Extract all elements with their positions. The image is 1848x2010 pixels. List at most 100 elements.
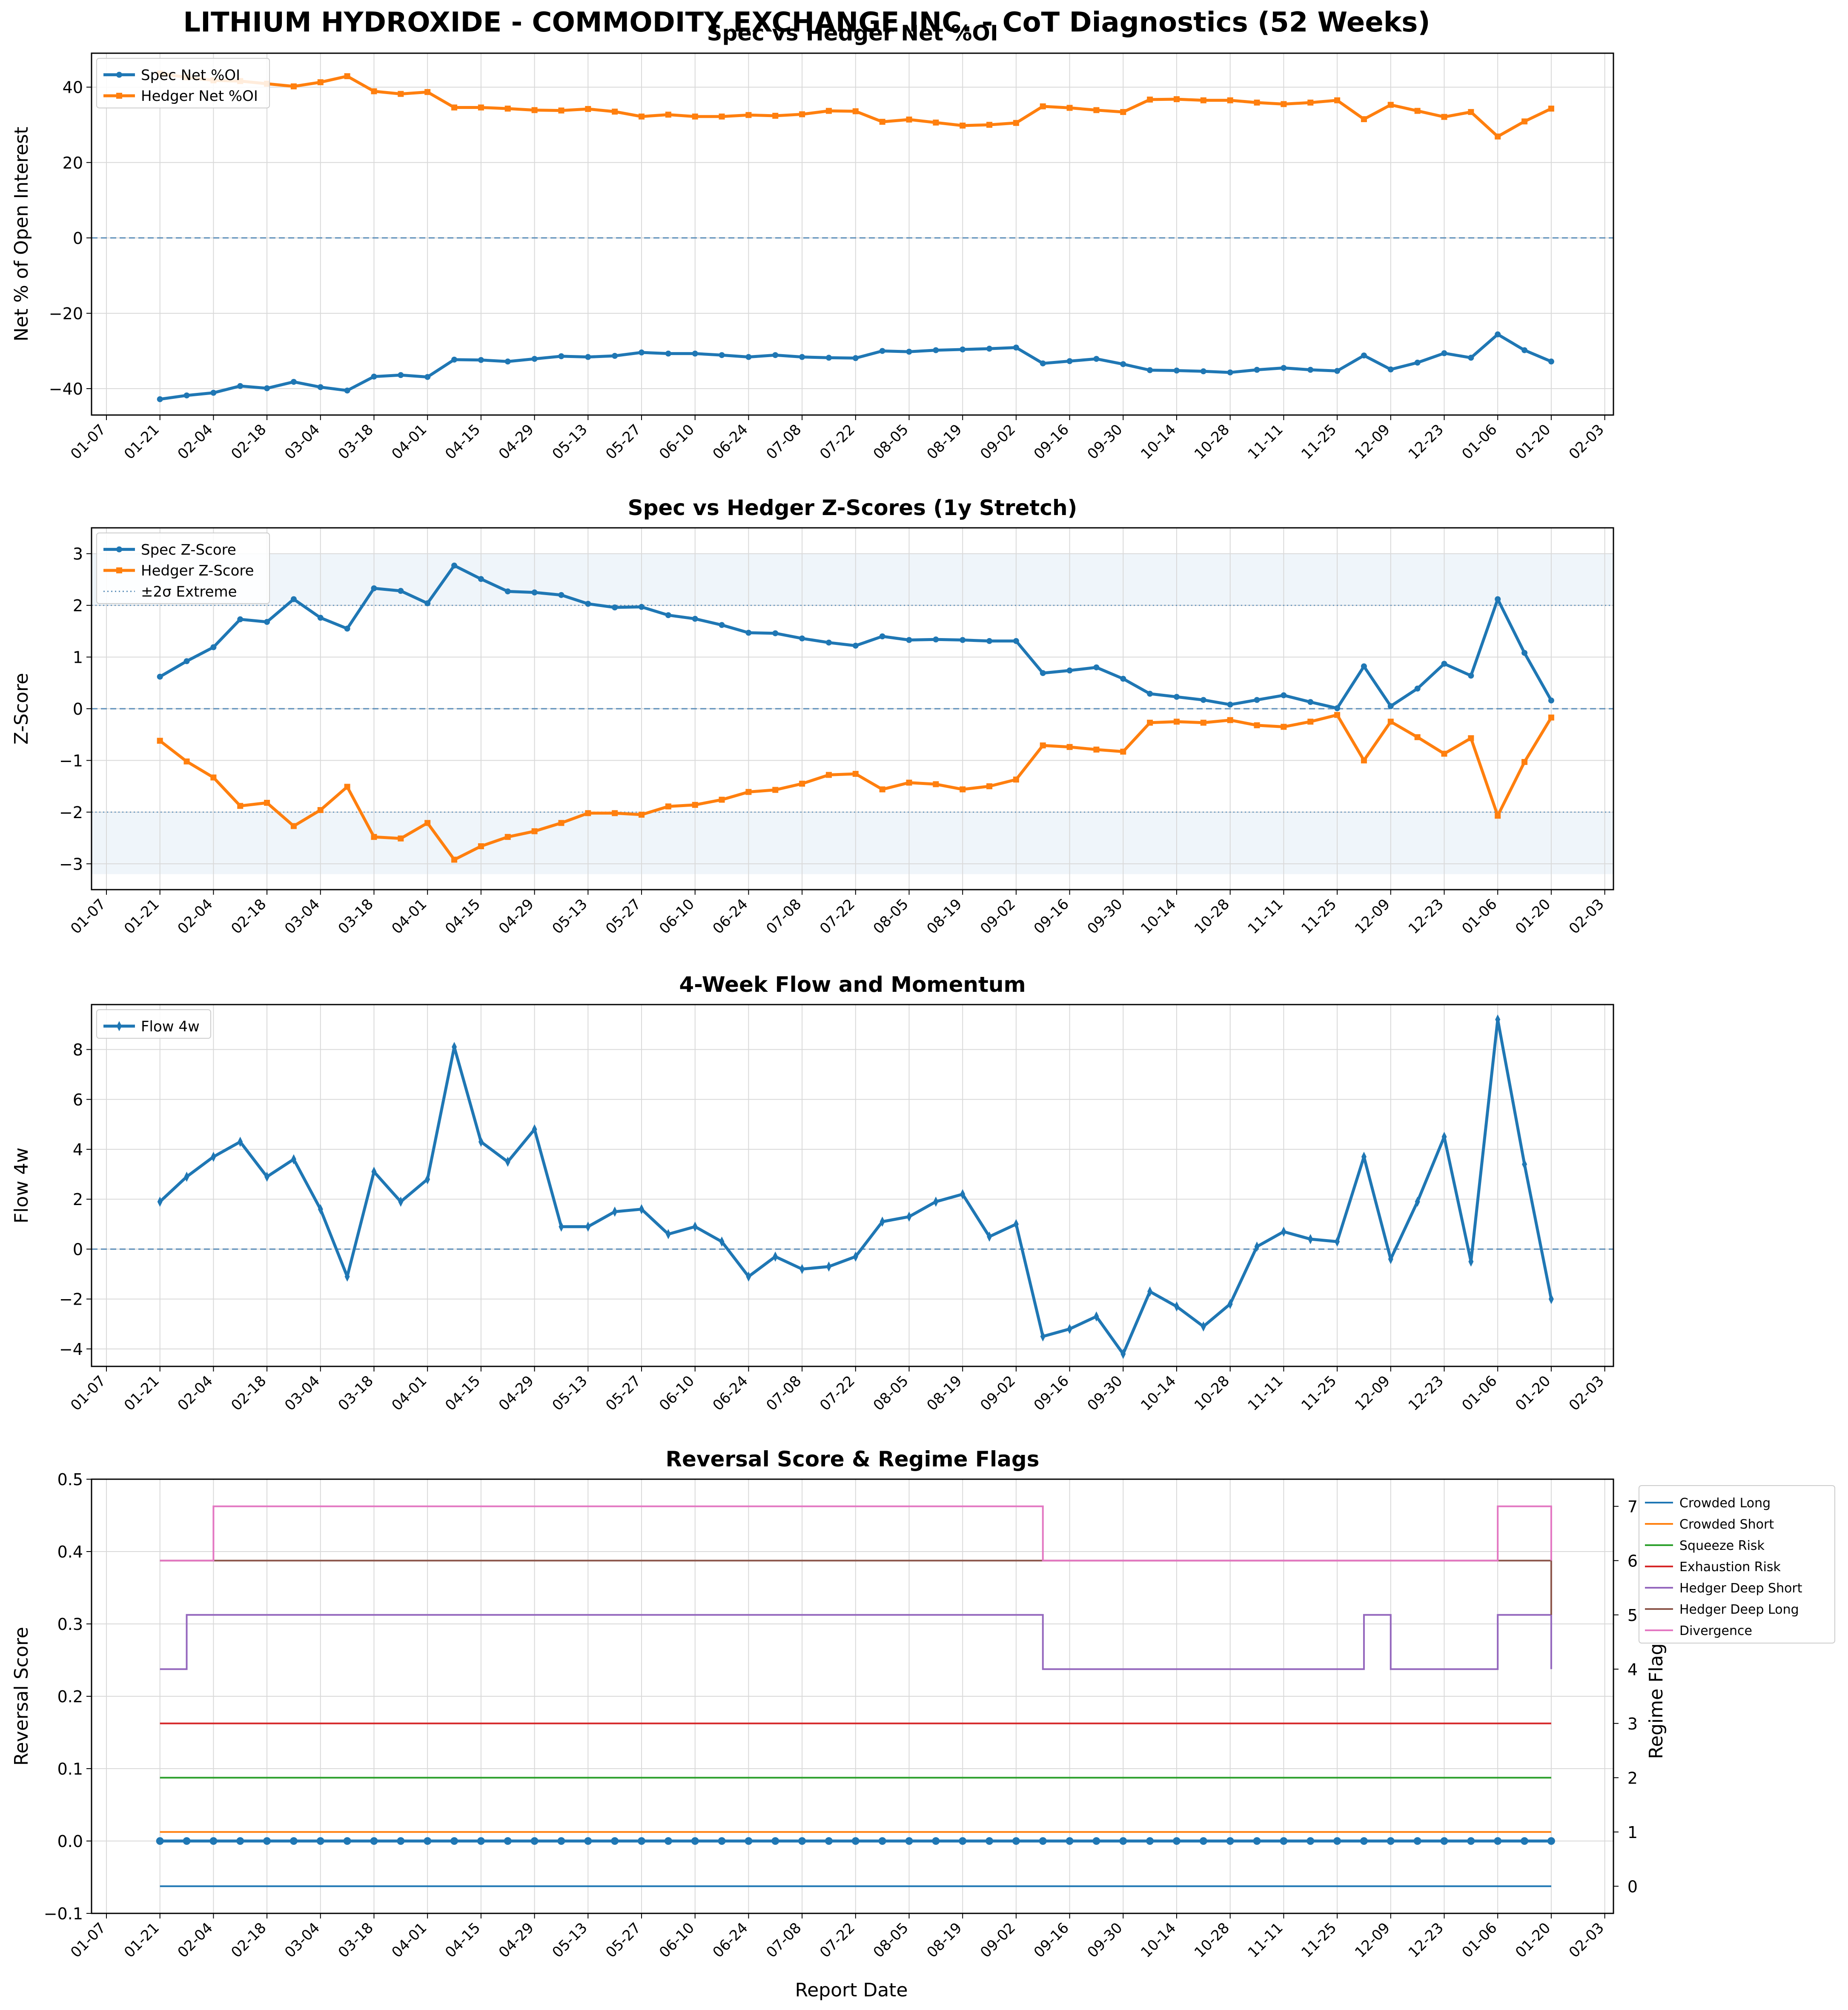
data-point — [1227, 1299, 1233, 1309]
y-tick-label: −40 — [49, 380, 83, 398]
data-point — [825, 355, 832, 361]
data-point — [424, 1837, 432, 1845]
data-point — [960, 123, 966, 129]
data-point — [211, 1151, 216, 1162]
data-point — [1387, 366, 1394, 372]
legend-label: Hedger Deep Short — [1679, 1581, 1802, 1596]
y-tick-label: 0.0 — [57, 1832, 83, 1851]
data-point — [1093, 664, 1100, 670]
data-point — [1307, 719, 1314, 725]
data-point — [183, 1837, 191, 1845]
data-point — [1227, 369, 1233, 375]
data-point — [585, 106, 591, 112]
data-point — [117, 1021, 122, 1031]
y-tick-label: 0.1 — [57, 1760, 83, 1778]
data-point — [317, 615, 324, 621]
data-point — [397, 1837, 405, 1845]
data-point — [1254, 697, 1260, 703]
data-point — [719, 1236, 725, 1247]
y-tick-label: −2 — [59, 803, 83, 822]
data-point — [852, 642, 859, 649]
legend-label: Hedger Deep Long — [1679, 1602, 1799, 1617]
legend-label: Hedger Net %OI — [141, 88, 258, 105]
data-point — [1548, 697, 1554, 704]
data-point — [1013, 776, 1019, 783]
legend-label: Divergence — [1679, 1623, 1752, 1638]
data-point — [237, 803, 244, 809]
data-point — [665, 803, 671, 810]
data-point — [933, 119, 939, 126]
data-point — [290, 596, 297, 602]
data-point — [1094, 1311, 1099, 1322]
data-point — [960, 1189, 966, 1200]
y-axis-label: Flow 4w — [11, 1148, 32, 1223]
plot-frame — [91, 52, 1614, 416]
y-tick-label: 0.2 — [57, 1687, 83, 1706]
data-point — [291, 1154, 296, 1165]
data-point — [1468, 673, 1474, 679]
data-point — [1067, 1324, 1072, 1334]
data-point — [1093, 107, 1100, 113]
data-point — [1174, 367, 1180, 374]
data-point — [1521, 347, 1528, 353]
y2-tick-label: 7 — [1627, 1497, 1638, 1516]
data-point — [263, 1837, 271, 1845]
data-point — [1307, 366, 1314, 373]
data-point — [987, 1231, 992, 1242]
data-point — [505, 1157, 510, 1167]
data-point — [1173, 1837, 1180, 1845]
y-tick-label: 40 — [63, 78, 83, 97]
data-point — [504, 358, 511, 365]
data-point — [585, 601, 591, 607]
data-point — [157, 673, 163, 680]
y-tick-label: −1 — [59, 751, 83, 770]
y-tick-label: 3 — [73, 545, 83, 564]
y-tick-label: −4 — [59, 1340, 83, 1359]
data-point — [1441, 750, 1447, 757]
data-point — [1361, 757, 1367, 764]
y-axis-label: Net % of Open Interest — [11, 127, 32, 341]
data-point — [1361, 116, 1367, 122]
data-point — [1495, 596, 1501, 602]
y-tick-label: −3 — [59, 855, 83, 873]
data-point — [264, 1171, 270, 1182]
data-point — [1307, 99, 1314, 106]
data-point — [504, 588, 511, 595]
data-point — [639, 1204, 644, 1214]
data-point — [424, 820, 431, 826]
data-point — [1495, 133, 1501, 140]
data-point — [932, 1837, 940, 1845]
data-point — [210, 644, 217, 650]
data-point — [1092, 1837, 1100, 1845]
data-point — [825, 108, 832, 114]
data-point — [933, 781, 939, 787]
flags-legend: Crowded Long Crowded Short Squeeze Risk Exh… — [1639, 1485, 1835, 1644]
data-point — [1281, 692, 1287, 699]
data-point — [799, 781, 805, 787]
data-point — [1308, 1234, 1313, 1245]
data-point — [157, 738, 163, 744]
y-tick-label: 0.3 — [57, 1615, 83, 1634]
extreme-band — [92, 812, 1613, 874]
data-point — [1200, 719, 1206, 726]
data-point — [1521, 118, 1528, 125]
data-point — [1280, 1837, 1288, 1845]
data-point — [1147, 690, 1153, 697]
data-point — [1120, 748, 1126, 755]
panel-3-title: 4-Week Flow and Momentum — [679, 972, 1026, 997]
data-point — [1414, 685, 1421, 692]
data-point — [424, 600, 431, 607]
legend-label: Hedger Z-Score — [141, 562, 254, 579]
data-point — [960, 346, 966, 352]
data-point — [451, 856, 458, 863]
data-point — [986, 783, 993, 790]
data-point — [451, 104, 458, 111]
data-point — [799, 635, 805, 641]
data-point — [1227, 717, 1233, 723]
data-point — [1468, 1256, 1474, 1267]
panel-2-title: Spec vs Hedger Z-Scores (1y Stretch) — [628, 495, 1077, 520]
data-point — [906, 637, 912, 643]
data-point — [316, 1837, 324, 1845]
data-point — [692, 802, 698, 808]
data-point — [1441, 1131, 1447, 1142]
